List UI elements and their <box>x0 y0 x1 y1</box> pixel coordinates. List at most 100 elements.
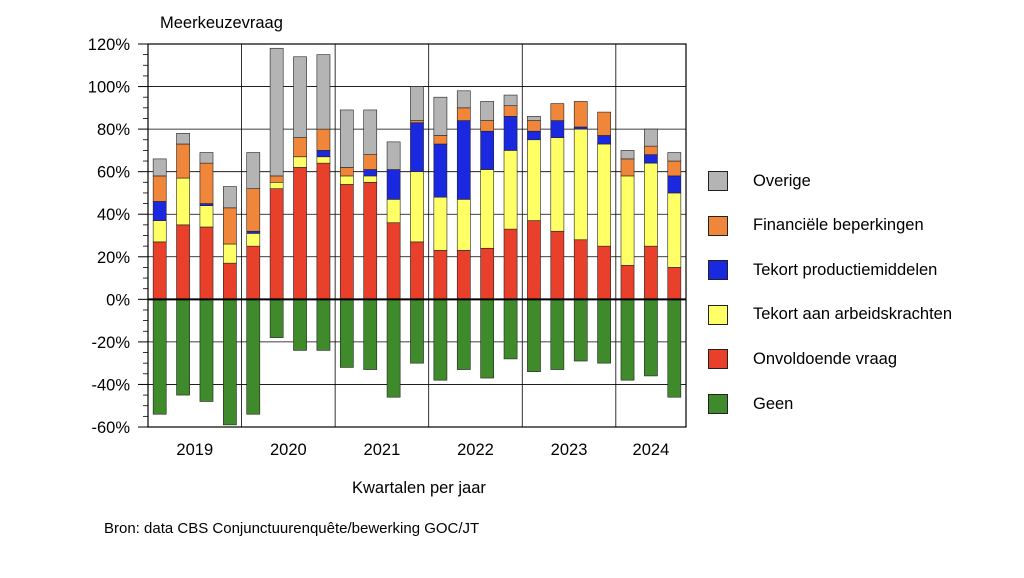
y-tick-label: -40% <box>91 376 130 394</box>
bar-segment <box>644 145 658 155</box>
bar-segment <box>339 109 354 168</box>
bar-segment <box>456 90 471 109</box>
bar-segment <box>480 101 495 121</box>
x-tick-label: 2019 <box>176 441 213 459</box>
bar-segment <box>527 116 541 121</box>
y-tick-label: -60% <box>91 419 130 437</box>
bar-segment-negative <box>644 299 658 377</box>
bar-segment <box>433 143 448 198</box>
bar-segment <box>410 171 424 243</box>
bar-segment-negative <box>573 299 588 362</box>
bar-segment-negative <box>386 299 401 398</box>
bar-segment-negative <box>503 299 518 360</box>
bar-segment <box>433 135 448 145</box>
bar-segment <box>527 130 541 141</box>
y-tick-label: 40% <box>97 206 130 224</box>
x-tick-label: 2023 <box>551 441 588 459</box>
legend-label: Onvoldoende vraag <box>753 349 898 368</box>
bar-segment <box>573 239 588 300</box>
bar-segment <box>246 152 261 189</box>
bar-segment <box>527 220 541 300</box>
y-tick-label: 20% <box>97 249 130 267</box>
bar-segment <box>433 250 448 300</box>
bar-segment <box>176 143 190 179</box>
bar-segment <box>176 224 190 300</box>
bar-segment-negative <box>667 299 682 398</box>
legend-swatch <box>708 349 728 370</box>
bar-segment <box>667 160 682 177</box>
bar-segment <box>199 226 214 300</box>
bar-segment <box>573 101 588 128</box>
bar-segment <box>339 167 354 177</box>
bar-segment <box>573 128 588 241</box>
legend-item: Geen <box>708 392 793 416</box>
bar-segment <box>550 230 565 300</box>
bar-segment <box>550 103 565 121</box>
bar-segment <box>223 262 237 300</box>
legend-label: Financiële beperkingen <box>753 216 924 235</box>
x-tick-label: 2022 <box>457 441 494 459</box>
bar-segment <box>667 152 682 162</box>
bar-segment <box>316 162 331 300</box>
bar-segment <box>176 177 190 226</box>
legend-item: Overige <box>708 169 811 193</box>
bar-segment-negative <box>199 299 214 402</box>
bar-segment <box>456 120 471 200</box>
bar-segment <box>269 47 284 177</box>
bar-segment <box>644 154 658 164</box>
bar-segment <box>246 188 261 232</box>
bar-segment <box>644 162 658 247</box>
y-tick-label: 80% <box>97 121 130 139</box>
bar-segment <box>246 230 261 234</box>
legend-label: Overige <box>753 171 811 190</box>
y-tick-label: 60% <box>97 164 130 182</box>
bar-segment <box>176 133 190 145</box>
bar-segment <box>152 241 167 300</box>
legend-swatch <box>708 394 728 414</box>
bar-segment <box>386 169 401 200</box>
legend-label: Geen <box>753 394 794 413</box>
bar-segment <box>433 196 448 251</box>
bar-segment <box>503 105 518 117</box>
bar-segment-negative <box>223 299 237 426</box>
bar-segment <box>152 158 167 177</box>
bar-segment-negative <box>620 299 635 381</box>
bar-segment <box>667 192 682 268</box>
bar-segment-negative <box>527 299 541 372</box>
legend-item: Onvoldoende vraag <box>708 347 897 371</box>
bar-segment <box>199 205 214 228</box>
bar-segment <box>386 141 401 170</box>
bar-segment <box>480 130 495 170</box>
x-axis-title: Kwartalen per jaar <box>352 479 486 497</box>
bar-segment <box>339 175 354 185</box>
plot-frame <box>147 43 687 428</box>
bar-segment-negative <box>269 299 284 338</box>
bar-segment <box>316 128 331 151</box>
bar-segment <box>339 184 354 300</box>
bar-segment <box>480 247 495 300</box>
bar-segment-negative <box>550 299 565 370</box>
bar-segment-negative <box>363 299 378 370</box>
bar-segment <box>199 152 214 164</box>
legend-swatch <box>708 304 728 325</box>
bar-segment <box>223 207 237 245</box>
bar-segment-negative <box>456 299 471 370</box>
bar-segment <box>573 126 588 130</box>
bar-segment <box>386 222 401 300</box>
bar-segment <box>527 139 541 221</box>
y-axis-title: Meerkeuzevraag <box>160 14 283 32</box>
bar-segment <box>363 109 378 155</box>
bar-segment-negative <box>246 299 261 415</box>
legend-item: Tekort productiemiddelen <box>708 258 937 282</box>
bar-segment-negative <box>480 299 495 379</box>
bar-segment <box>410 122 424 172</box>
bar-segment <box>503 150 518 230</box>
bar-segment-negative <box>152 299 167 415</box>
bar-segment <box>269 175 284 183</box>
bar-segment <box>316 54 331 130</box>
bar-segment <box>597 135 611 145</box>
bar-segment <box>363 175 378 183</box>
y-tick-label: 120% <box>88 36 131 54</box>
bar-segment <box>316 156 331 164</box>
bar-segment <box>456 250 471 300</box>
